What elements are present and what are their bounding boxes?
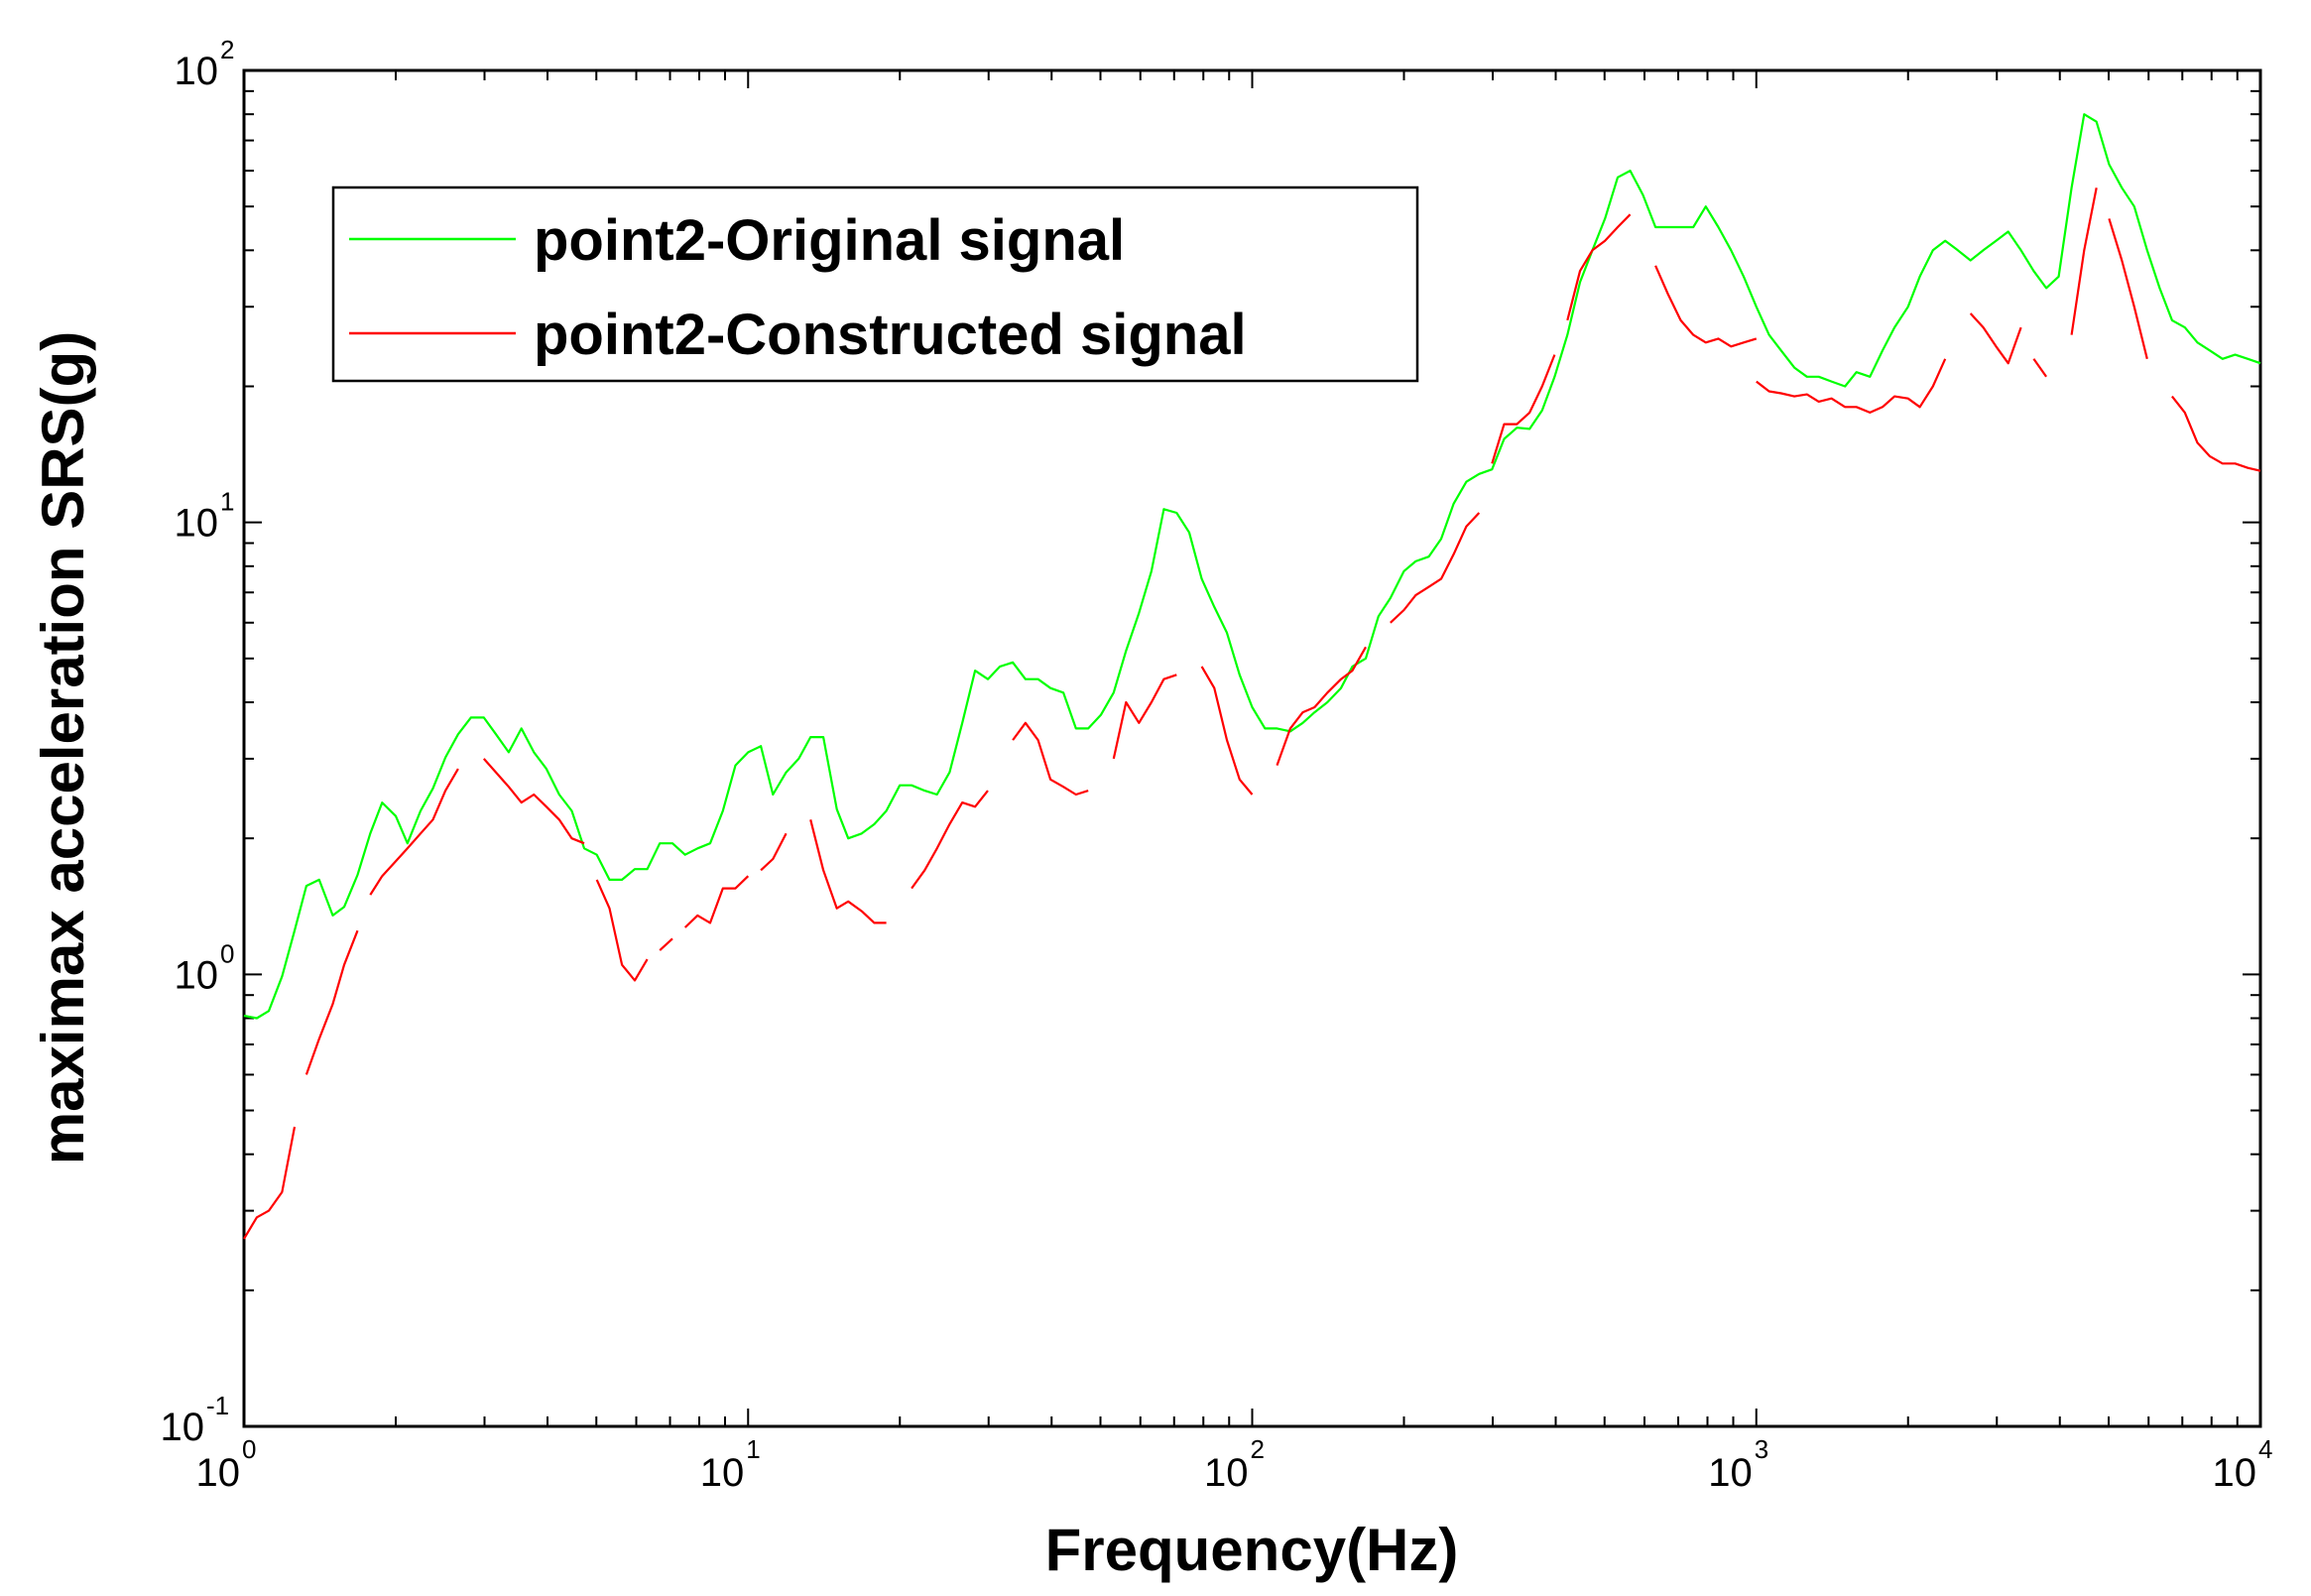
constructed-signal-line [809, 819, 887, 924]
constructed-signal-line [1012, 721, 1089, 797]
x-tick-label: 10 [1204, 1451, 1249, 1495]
x-axis-title: Frequency(Hz) [1045, 1517, 1459, 1583]
constructed-signal-line [911, 790, 989, 890]
y-tick-label: 10 [175, 953, 219, 997]
minor-ticks [244, 70, 2260, 1426]
constructed-signal-line [595, 879, 649, 982]
constructed-signal-line [2032, 358, 2047, 378]
y-tick-label-exponent: 2 [220, 35, 234, 64]
constructed-signal-line [1491, 354, 1556, 464]
constructed-signal-line [1969, 312, 2022, 365]
legend-label-original: point2-Original signal [534, 208, 1125, 273]
x-tick-label-exponent: 1 [746, 1434, 760, 1464]
x-tick-label-exponent: 0 [242, 1434, 256, 1464]
y-tick-label-exponent: 1 [220, 487, 234, 517]
y-tick-label-exponent: 0 [220, 938, 234, 968]
series-layer [243, 113, 2261, 1240]
legend-box [331, 185, 1419, 383]
constructed-signal-line [1200, 666, 1254, 796]
constructed-signal-line [2171, 395, 2261, 472]
y-tick-label: 10 [175, 50, 219, 93]
y-tick-label: 10 [175, 502, 219, 546]
constructed-signal-line [1112, 674, 1177, 760]
x-tick-label-exponent: 4 [2258, 1434, 2272, 1464]
x-tick-label-exponent: 2 [1251, 1434, 1265, 1464]
constructed-signal-line [243, 1126, 297, 1240]
constructed-signal-line [659, 937, 673, 951]
x-tick-label: 10 [2213, 1451, 2257, 1495]
constructed-signal-line [683, 875, 750, 928]
x-tick-label: 10 [700, 1451, 745, 1495]
legend-label-constructed: point2-Constructed signal [534, 303, 1247, 367]
constructed-signal-line [304, 929, 359, 1075]
x-tick-label: 10 [196, 1451, 241, 1495]
constructed-signal-line [1756, 358, 1947, 414]
constructed-signal-line [482, 758, 585, 845]
constructed-signal-line [1390, 512, 1481, 624]
original-signal-line [243, 113, 2261, 1020]
constructed-signal-line [760, 832, 788, 872]
constructed-signal-line [1276, 646, 1367, 766]
constructed-signal-line [2070, 187, 2098, 335]
legend: point2-Original signal point2-Constructe… [331, 185, 1419, 383]
constructed-signal-line [1566, 213, 1632, 321]
constructed-signal-line [369, 768, 459, 896]
x-tick-label-exponent: 3 [1755, 1434, 1768, 1464]
x-tick-label: 10 [1708, 1451, 1753, 1495]
constructed-signal-line [1654, 265, 1758, 348]
constructed-signal-line [2108, 218, 2148, 360]
y-tick-label: 10 [161, 1406, 205, 1449]
y-axis-title: maximax acceleration SRS(g) [30, 331, 96, 1165]
y-tick-label-exponent: -1 [206, 1391, 229, 1420]
